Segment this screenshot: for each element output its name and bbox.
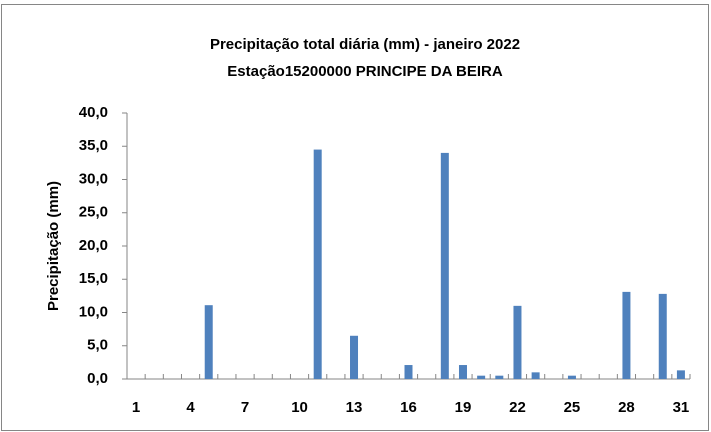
bar — [658, 293, 667, 379]
y-tick-label: 5,0 — [87, 337, 108, 354]
bar — [567, 375, 576, 379]
y-tick-label: 0,0 — [87, 370, 108, 387]
y-tick-label: 30,0 — [79, 170, 108, 187]
bar — [458, 365, 467, 379]
x-tick-label: 7 — [241, 399, 249, 416]
y-axis-label: Precipitação (mm) — [45, 181, 62, 311]
bar — [531, 372, 540, 379]
x-tick-label: 1 — [132, 399, 140, 416]
bar — [440, 152, 449, 379]
bar — [313, 149, 322, 379]
bar — [513, 305, 522, 379]
y-tick-label: 10,0 — [79, 303, 108, 320]
x-tick-label: 13 — [346, 399, 363, 416]
chart-subtitle: Estação15200000 PRINCIPE DA BEIRA — [227, 63, 503, 80]
bar — [622, 291, 631, 379]
x-tick-label: 22 — [509, 399, 526, 416]
bar — [404, 365, 413, 379]
chart-title: Precipitação total diária (mm) - janeiro… — [210, 36, 520, 53]
y-tick-label: 35,0 — [79, 137, 108, 154]
x-tick-label: 16 — [400, 399, 417, 416]
x-tick-label: 4 — [186, 399, 195, 416]
x-tick-label: 19 — [455, 399, 472, 416]
x-tick-label: 28 — [618, 399, 635, 416]
x-tick-label: 25 — [564, 399, 581, 416]
bar — [350, 335, 359, 379]
y-tick-label: 15,0 — [79, 270, 108, 287]
bar — [676, 370, 685, 379]
y-tick-label: 20,0 — [79, 237, 108, 254]
y-tick-label: 25,0 — [79, 204, 108, 221]
bar — [495, 375, 504, 379]
bar — [204, 305, 213, 379]
y-tick-label: 40,0 — [79, 104, 108, 121]
x-tick-label: 10 — [291, 399, 308, 416]
x-tick-label: 31 — [673, 399, 690, 416]
bar — [477, 375, 486, 379]
